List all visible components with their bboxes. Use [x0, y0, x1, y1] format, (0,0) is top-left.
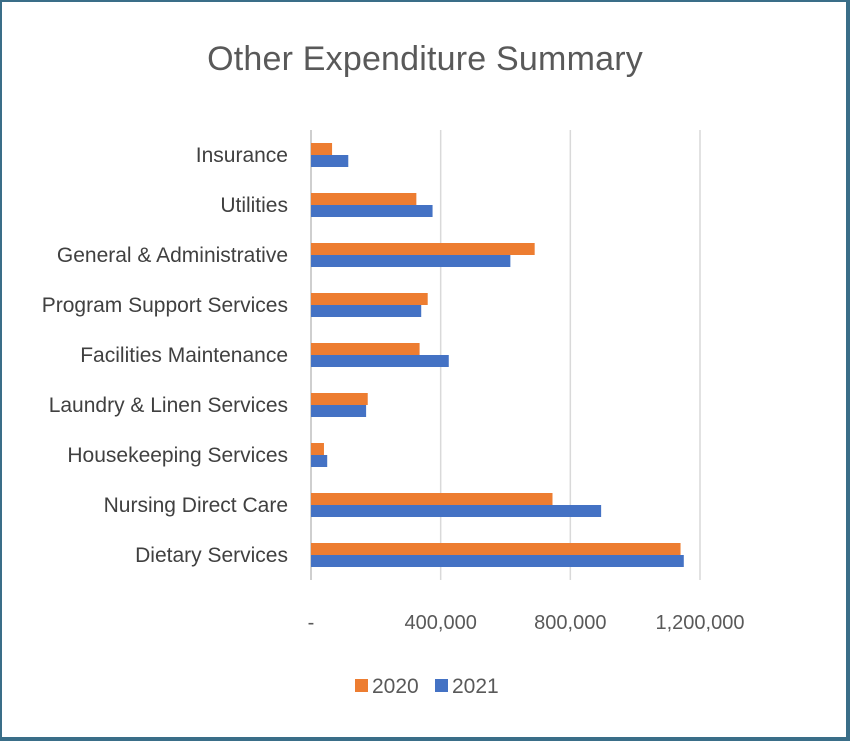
bar-2021 — [311, 555, 684, 567]
legend-label-2021: 2021 — [452, 675, 499, 698]
category-label: Utilities — [220, 194, 288, 217]
x-tick-label: 400,000 — [405, 612, 477, 634]
legend-swatch-2020 — [355, 679, 368, 692]
bar-2020 — [311, 243, 535, 255]
legend-label-2020: 2020 — [372, 675, 419, 698]
bar-2021 — [311, 205, 433, 217]
bar-2021 — [311, 455, 328, 467]
bar-2021 — [311, 155, 349, 167]
bar-2021 — [311, 505, 602, 517]
category-label: General & Administrative — [57, 244, 288, 267]
bar-2021 — [311, 255, 511, 267]
x-tick-label: 800,000 — [534, 612, 606, 634]
x-tick-label: - — [308, 612, 315, 634]
legend: 2020 2021 — [355, 675, 499, 698]
category-label: Housekeeping Services — [67, 444, 288, 467]
x-tick-labels: - 400,000 800,000 1,200,000 — [308, 612, 745, 634]
category-labels: Insurance Utilities General & Administrati… — [42, 144, 288, 567]
chart-title: Other Expenditure Summary — [207, 40, 643, 78]
bar-2020 — [311, 543, 681, 555]
bar-2020 — [311, 443, 324, 455]
bar-2020 — [311, 193, 417, 205]
category-label: Nursing Direct Care — [104, 494, 288, 517]
category-label: Insurance — [196, 144, 288, 167]
category-label: Program Support Services — [42, 294, 288, 317]
legend-swatch-2021 — [435, 679, 448, 692]
bar-2020 — [311, 143, 333, 155]
category-label: Laundry & Linen Services — [49, 394, 288, 417]
bar-2021 — [311, 305, 422, 317]
category-label: Facilities Maintenance — [80, 344, 288, 367]
bar-2020 — [311, 493, 553, 505]
bar-2020 — [311, 393, 368, 405]
bar-2021 — [311, 355, 449, 367]
bar-2020 — [311, 343, 420, 355]
category-label: Dietary Services — [135, 544, 288, 567]
bar-2021 — [311, 405, 367, 417]
bar-2020 — [311, 293, 428, 305]
bars — [311, 143, 684, 567]
x-tick-label: 1,200,000 — [656, 612, 745, 634]
